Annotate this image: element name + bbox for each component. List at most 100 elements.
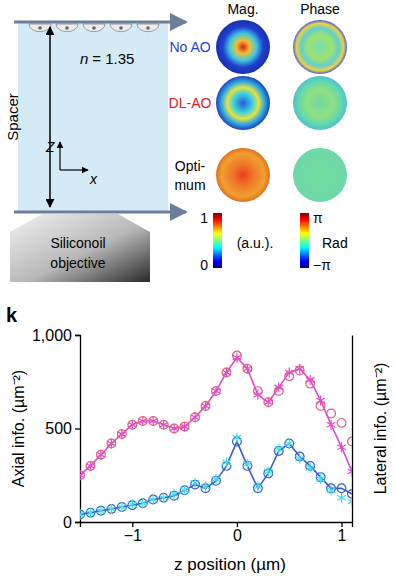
marker — [97, 506, 106, 515]
marker — [295, 453, 304, 463]
marker — [128, 420, 137, 430]
n-value: = 1.35 — [92, 50, 134, 67]
row-label: No AO — [169, 39, 210, 55]
cell-nucleus — [38, 26, 42, 30]
z-label: Z — [45, 139, 55, 155]
marker — [159, 420, 168, 429]
marker — [285, 438, 294, 448]
marker — [327, 409, 336, 418]
y-tick-label: 0 — [63, 514, 72, 531]
colorbar-unit: Rad — [322, 235, 348, 251]
marker — [97, 506, 106, 516]
marker — [149, 495, 158, 504]
marker — [97, 450, 106, 459]
marker — [337, 442, 346, 452]
marker — [337, 493, 346, 503]
series-line — [80, 357, 352, 475]
coverslip — [14, 211, 186, 214]
marker — [180, 486, 189, 495]
y-tick: 1,000 — [32, 327, 80, 344]
marker — [117, 430, 126, 439]
marker — [107, 505, 116, 514]
marker — [274, 387, 283, 396]
marker — [201, 402, 210, 411]
colorbar-bottom: −π — [313, 257, 331, 273]
marker — [285, 439, 294, 448]
colorbar — [300, 213, 309, 268]
marker — [212, 474, 221, 484]
marker — [243, 364, 252, 374]
x-tick: −1 — [124, 522, 142, 544]
n-symbol: n — [80, 50, 88, 67]
x-tick-mark — [132, 522, 133, 527]
marker — [274, 444, 283, 454]
x-tick-label: 1 — [338, 527, 347, 544]
y-axis: 0 500 1,000 — [32, 327, 81, 531]
marker — [107, 439, 116, 448]
marker — [295, 364, 304, 374]
objective-label: objective — [50, 255, 105, 271]
pupil-image — [293, 76, 347, 130]
marker — [159, 493, 168, 503]
marker — [212, 386, 221, 396]
marker — [80, 510, 84, 519]
marker — [86, 461, 95, 471]
x-tick: 1 — [338, 522, 347, 544]
marker — [80, 470, 84, 480]
marker — [138, 417, 147, 426]
marker — [149, 417, 158, 426]
marker — [170, 424, 179, 434]
y-axis-line — [75, 336, 81, 523]
y-tick-label: 1,000 — [32, 327, 72, 344]
x-tick-mark — [341, 522, 342, 527]
column-header: Phase — [300, 1, 340, 17]
diagram: Spacern= 1.35ZxSiliconoilobjectiveMag.Ph… — [4, 1, 348, 282]
marker — [159, 493, 168, 502]
x-tick-mark — [237, 522, 238, 527]
pupil-image — [216, 148, 270, 202]
marker — [80, 471, 84, 480]
marker — [233, 351, 242, 360]
coverslip — [14, 21, 186, 24]
marker — [233, 433, 242, 443]
y2-axis — [352, 336, 353, 523]
marker — [212, 387, 221, 396]
marker — [327, 420, 336, 430]
column-header: Mag. — [227, 1, 258, 17]
x-arrow — [60, 169, 88, 170]
marker — [86, 508, 95, 518]
marker — [138, 416, 147, 426]
cell — [29, 24, 51, 32]
marker — [170, 489, 179, 499]
marker — [306, 463, 315, 473]
marker — [201, 401, 210, 411]
y-tick-mark — [75, 522, 80, 523]
marker — [222, 367, 231, 377]
marker — [117, 503, 126, 512]
x-label: x — [89, 171, 98, 187]
spacer-label: Spacer — [4, 93, 21, 141]
row-label: DL-AO — [169, 95, 212, 111]
cell-nucleus — [92, 26, 96, 30]
marker — [348, 490, 352, 499]
cell — [137, 24, 159, 32]
marker — [201, 481, 210, 491]
marker — [180, 422, 189, 431]
marker — [191, 478, 200, 488]
x-axis: −101 — [81, 522, 353, 544]
x-axis-line — [81, 523, 353, 528]
marker — [316, 402, 325, 411]
y-tick: 500 — [45, 420, 80, 437]
marker — [264, 398, 273, 407]
pupil-image — [293, 148, 347, 202]
x-tick-label: −1 — [124, 527, 142, 544]
marker — [138, 499, 147, 508]
marker — [128, 420, 137, 429]
marker — [107, 504, 116, 514]
y-tick-mark — [75, 428, 80, 429]
cell — [56, 24, 78, 32]
marker — [285, 372, 294, 381]
pupil-image — [216, 20, 270, 74]
pupil-image — [216, 76, 270, 130]
marker — [118, 429, 127, 439]
